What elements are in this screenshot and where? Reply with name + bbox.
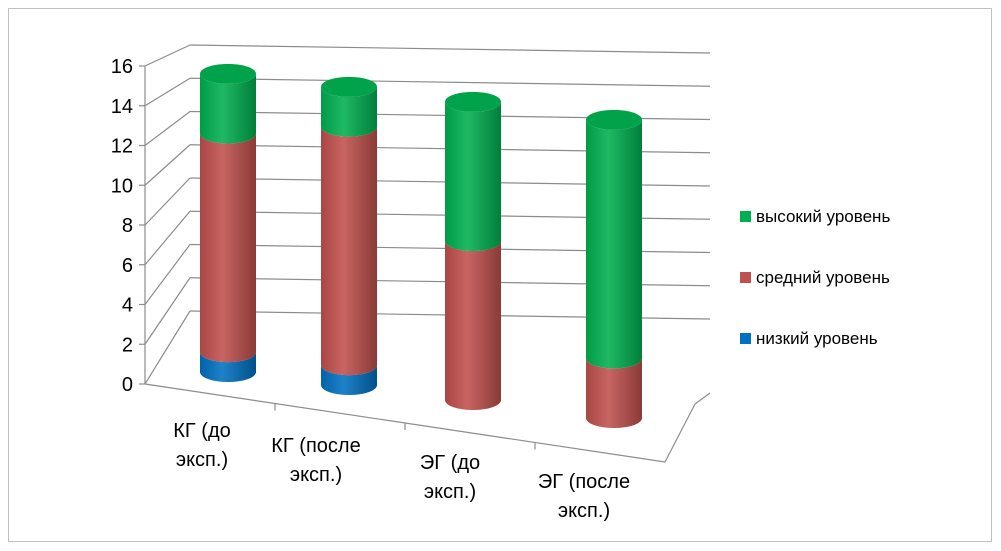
back-gridline — [189, 77, 711, 87]
side-gridline — [144, 277, 191, 345]
legend-item: средний уровень — [740, 268, 890, 287]
bar-body — [321, 126, 377, 376]
bar-stack — [445, 91, 502, 410]
bar-segment — [586, 358, 642, 428]
bar-body — [200, 73, 256, 144]
bar-top-cap — [321, 76, 377, 97]
bar-body — [200, 133, 256, 363]
labels-layer: 0 2 4 6 8 10 12 14 16 КГ (до эксп.) КГ (после эксп.)… — [111, 56, 630, 522]
bars-layer — [200, 63, 642, 428]
legend-label: высокий уровень — [756, 207, 890, 226]
legend-swatch — [740, 333, 751, 344]
side-gridline — [144, 77, 191, 107]
x-category-label: эксп.) — [290, 464, 342, 486]
bar-segment — [445, 241, 501, 410]
side-gridline — [144, 144, 191, 186]
back-gridline — [189, 44, 711, 54]
legend-item: высокий уровень — [740, 207, 890, 226]
legend-layer: высокий уровень средний уровень низкий уро… — [740, 207, 890, 348]
bar-body — [321, 86, 377, 137]
bar-body — [200, 352, 256, 382]
legend-swatch — [740, 211, 751, 222]
bar-top-cap — [586, 109, 642, 130]
bar-body — [586, 358, 642, 428]
bar-top-cap — [445, 91, 501, 112]
x-category-label: эксп.) — [558, 500, 610, 522]
bar-body — [586, 119, 642, 369]
bar-segment — [445, 101, 502, 251]
legend-label: средний уровень — [756, 268, 890, 287]
side-gridline — [144, 111, 191, 146]
x-category-label: эксп.) — [176, 449, 228, 471]
x-category-label: КГ (до — [173, 420, 231, 442]
legend-label: низкий уровень — [756, 329, 878, 348]
x-category-label: КГ (после — [271, 435, 360, 457]
bar-body — [445, 241, 501, 410]
x-category-label: эксп.) — [424, 481, 476, 503]
y-tick-label: 0 — [122, 374, 133, 396]
side-gridline — [144, 44, 191, 67]
bar-segment — [586, 119, 642, 369]
bar-segment — [200, 133, 256, 363]
x-category-label: ЭГ (после — [538, 471, 630, 493]
x-category-label: ЭГ (до — [420, 452, 480, 474]
y-tick-label: 16 — [111, 56, 133, 78]
floor-edge — [694, 392, 711, 405]
axis-layer — [139, 65, 711, 463]
bar-segment — [321, 365, 377, 395]
side-gridline — [144, 244, 191, 305]
y-tick-label: 12 — [111, 136, 133, 158]
floor-edge — [144, 383, 696, 463]
y-tick-label: 6 — [122, 255, 133, 277]
bar-stack — [321, 76, 377, 395]
bar-segment — [200, 73, 256, 144]
bar-segment — [321, 126, 377, 376]
y-tick-label: 2 — [122, 334, 133, 356]
bar-segment — [200, 352, 256, 382]
bar-stack — [200, 63, 256, 382]
side-gridline — [144, 177, 191, 226]
bar-segment — [321, 86, 377, 137]
y-tick-label: 4 — [122, 295, 133, 317]
side-gridline — [144, 310, 191, 385]
bar-body — [321, 365, 377, 395]
y-tick-label: 8 — [122, 215, 133, 237]
bar-top-cap — [200, 63, 256, 84]
y-tick-label: 14 — [111, 96, 133, 118]
bar-stack — [586, 109, 642, 428]
side-gridline — [144, 210, 191, 266]
bar-body — [445, 101, 502, 251]
y-tick-label: 10 — [111, 175, 133, 197]
legend-swatch — [740, 272, 751, 283]
legend-item: низкий уровень — [740, 329, 878, 348]
